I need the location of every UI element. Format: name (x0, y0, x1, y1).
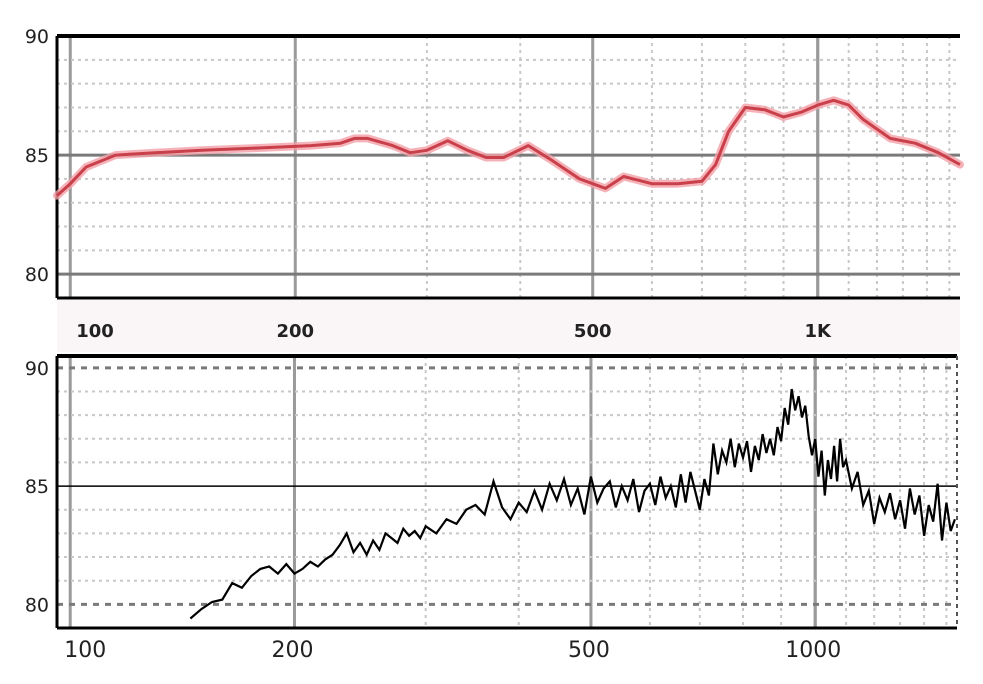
x-tick-label: 1000 (785, 638, 841, 663)
top-chart-panel: 80 85 90 100 200 500 1K (25, 26, 964, 352)
y-tick-label: 90 (25, 26, 49, 48)
series-line (189, 388, 956, 620)
series-line (55, 98, 961, 197)
bottom-chart-panel: 80 85 90 100 200 500 1000 (25, 354, 958, 663)
plot-area (57, 36, 960, 298)
y-tick-label: 80 (25, 264, 49, 286)
x-tick-label: 500 (568, 638, 610, 663)
x-tick-label: 100 (76, 321, 114, 342)
x-tick-label: 200 (276, 321, 314, 342)
y-tick-label: 85 (25, 145, 49, 167)
x-tick-label: 1K (804, 321, 832, 342)
x-label-strip (57, 300, 960, 352)
x-tick-label: 200 (271, 638, 313, 663)
y-tick-label: 80 (25, 594, 49, 616)
x-tick-label: 100 (64, 638, 106, 663)
x-tick-label: 500 (574, 321, 612, 342)
y-tick-label: 90 (25, 358, 49, 380)
y-tick-label: 85 (25, 476, 49, 498)
plot-area (57, 356, 957, 628)
